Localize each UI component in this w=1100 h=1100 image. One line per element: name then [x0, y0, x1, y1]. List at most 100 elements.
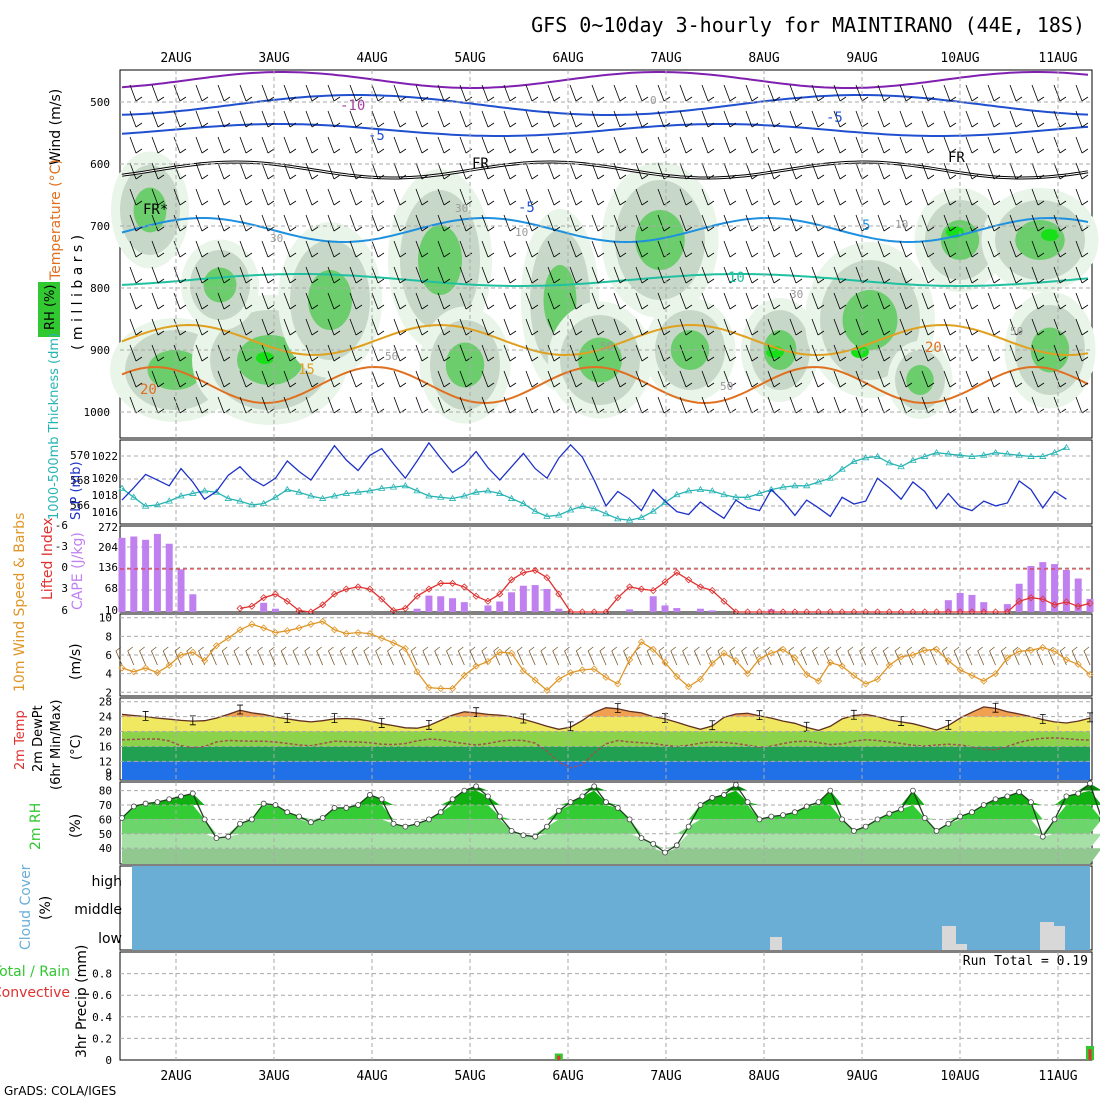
wind-barb: [217, 318, 231, 336]
thickness-line-marker: [236, 497, 244, 504]
wind-barb: [217, 136, 231, 154]
cape-bar: [165, 543, 173, 612]
wind-barb: [1031, 344, 1045, 362]
wind-barb-10m: [953, 646, 961, 666]
thickness-line-marker: [767, 485, 775, 493]
thickness-line-marker: [944, 450, 953, 457]
wind-grid: [120, 614, 1092, 696]
isotherm-label: -10: [340, 98, 365, 114]
rh-line-marker: [260, 800, 267, 807]
thickness-line-marker: [153, 501, 162, 508]
thickness-series: [118, 441, 1071, 523]
wind-barb: [459, 344, 473, 362]
wind-barb: [877, 318, 891, 336]
wind-barb: [965, 162, 979, 180]
wind-barb: [1009, 136, 1023, 154]
low-cloud-bar: [1053, 926, 1065, 950]
wind-barb: [1075, 110, 1089, 128]
wind-barb-10m: [316, 646, 324, 666]
thickness-line-marker: [909, 456, 917, 463]
temp-tick: 8: [105, 770, 112, 783]
wind-barb-10m: [1012, 646, 1020, 666]
thickness-line-marker: [330, 492, 339, 499]
rh-contour-label: 50: [385, 350, 398, 363]
rh-line-marker: [319, 815, 326, 821]
wind-barb: [503, 240, 517, 258]
wind-barb: [195, 240, 209, 258]
thickness-line-marker: [578, 502, 587, 509]
rh-line-marker: [307, 819, 314, 826]
rh-line-marker: [178, 793, 184, 800]
lifted-index-line-marker: [614, 594, 622, 602]
wind-barb: [833, 266, 847, 284]
wind-barb: [767, 370, 781, 388]
wind-speed-line-marker: [248, 620, 256, 628]
wind-barb: [679, 370, 693, 388]
wind-barb: [921, 240, 935, 258]
wind-barb: [459, 370, 473, 388]
wind-barb: [371, 292, 385, 310]
wind-barb-10m: [835, 646, 843, 666]
wind-tick: 10: [99, 612, 112, 625]
temp-units: (°C): [69, 734, 84, 760]
wind-barb: [217, 292, 231, 310]
wind-barb: [921, 188, 935, 206]
precip-ylabel-c: 3hr Precip (mm): [74, 945, 90, 1058]
lifted-tick: 3: [61, 582, 68, 595]
wind-barb: [591, 266, 605, 284]
wind-barb: [239, 370, 253, 388]
lifted-index-line-marker: [437, 579, 445, 587]
wind-barb: [987, 188, 1001, 206]
wind-barb: [195, 396, 209, 414]
wind-barb: [547, 344, 561, 362]
wind-barb: [745, 370, 759, 388]
wind-speed-line-marker: [142, 664, 150, 672]
upper-ylabel-rh: RH (%): [43, 285, 58, 330]
wind-barb: [965, 188, 979, 206]
wind-barb: [1053, 84, 1067, 102]
wind-barb: [745, 110, 759, 128]
wind-barb: [679, 84, 693, 102]
wind-barb: [459, 162, 473, 180]
wind-barb: [305, 188, 319, 206]
wind-barb: [921, 344, 935, 362]
wind-barb: [283, 110, 297, 128]
wind-barb: [789, 240, 803, 258]
wind-barb: [1075, 240, 1089, 258]
temp-series: [121, 702, 1093, 769]
thickness-line-marker: [1003, 450, 1012, 457]
wind-barb: [591, 292, 605, 310]
rh-line-marker: [709, 794, 716, 801]
wind-barb: [943, 292, 957, 310]
wind-barb: [591, 110, 605, 128]
wind-barb: [1009, 344, 1023, 362]
cape-tick: 204: [98, 541, 118, 554]
wind-barb: [679, 318, 693, 336]
thickness-line-marker: [248, 501, 256, 508]
temp-tick: 12: [99, 755, 112, 768]
wind-barb-10m: [741, 646, 749, 666]
wind-barb: [965, 136, 979, 154]
wind-barb: [129, 162, 143, 180]
wind-barb: [415, 110, 429, 128]
wind-speed-line-marker: [897, 653, 905, 661]
wind-speed-line-marker: [944, 657, 952, 665]
lifted-index-line-marker: [248, 602, 256, 610]
wind-speed-line-marker: [460, 671, 468, 680]
wind-barb-10m: [446, 646, 453, 666]
wind-barb: [327, 396, 341, 414]
wind-barb-10m: [280, 646, 288, 666]
wind-barb: [789, 396, 803, 414]
wind-barb: [833, 188, 847, 206]
thickness-line: [121, 447, 1067, 521]
wind-barb: [833, 136, 847, 154]
wind-barb: [877, 84, 891, 102]
wind-barb: [283, 370, 297, 388]
temp-tick: 24: [99, 711, 113, 724]
wind-barb-10m: [918, 646, 926, 666]
thickness-line-marker: [696, 485, 705, 493]
thickness-line-marker: [566, 506, 575, 513]
wind-barb: [547, 266, 561, 284]
convective-bar: [557, 1055, 561, 1060]
wind-barb: [283, 240, 297, 258]
